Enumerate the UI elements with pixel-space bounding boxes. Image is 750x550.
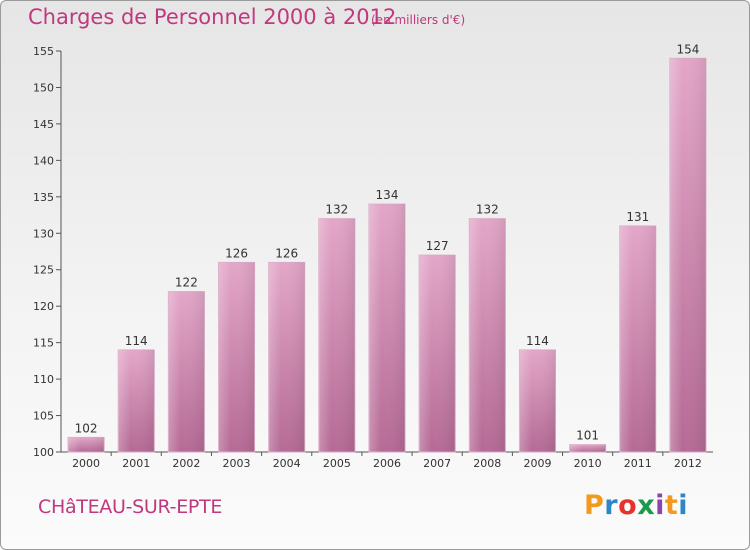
bar-highlight: [469, 218, 506, 452]
logo-letter: P: [584, 490, 605, 521]
x-tick-label: 2003: [223, 457, 251, 470]
bar-highlight: [569, 444, 606, 452]
bar-highlight: [669, 58, 706, 453]
y-tick-label: 120: [33, 300, 54, 313]
bar-value-label: 126: [225, 246, 248, 260]
bar-value-label: 131: [626, 210, 649, 224]
bar-highlight: [619, 225, 656, 452]
bar-highlight: [118, 349, 155, 452]
y-tick-label: 135: [33, 191, 54, 204]
bar-highlight: [218, 262, 255, 452]
x-tick-label: 2011: [624, 457, 652, 470]
y-tick-label: 110: [33, 373, 54, 386]
x-tick-label: 2004: [273, 457, 301, 470]
y-tick-label: 130: [33, 227, 54, 240]
bar-highlight: [369, 204, 405, 452]
x-tick-label: 2012: [674, 457, 702, 470]
bar-highlight: [168, 291, 205, 452]
bar-value-label: 154: [676, 42, 699, 56]
proxiti-logo: Proxiti: [584, 490, 688, 521]
x-tick-label: 2010: [574, 457, 602, 470]
bar-highlight: [318, 218, 355, 452]
bar-value-label: 114: [125, 334, 148, 348]
x-tick-label: 2000: [72, 457, 100, 470]
logo-letter: i: [655, 490, 665, 521]
logo-letter: x: [637, 490, 656, 521]
x-tick-label: 2001: [122, 457, 150, 470]
bar-value-label: 126: [275, 246, 298, 260]
bar-value-label: 134: [376, 188, 399, 202]
x-tick-label: 2008: [473, 457, 501, 470]
y-tick-label: 105: [33, 410, 54, 423]
x-tick-label: 2005: [323, 457, 351, 470]
chart-title: Charges de Personnel 2000 à 2012: [28, 5, 397, 29]
y-tick-label: 125: [33, 264, 54, 277]
bar-value-label: 127: [426, 239, 449, 253]
bar-value-label: 122: [175, 276, 198, 290]
bar-highlight: [419, 255, 456, 452]
town-name: CHâTEAU-SUR-EPTE: [38, 496, 223, 518]
bar-highlight: [68, 437, 105, 452]
y-tick-label: 150: [33, 81, 54, 94]
x-tick-label: 2006: [373, 457, 401, 470]
logo-letter: i: [678, 490, 689, 521]
y-tick-label: 145: [33, 118, 54, 131]
x-tick-label: 2009: [523, 457, 551, 470]
bar-value-label: 102: [75, 421, 98, 435]
logo-letter: r: [604, 490, 619, 521]
bar-highlight: [268, 262, 305, 452]
y-tick-label: 155: [33, 45, 54, 58]
y-tick-label: 100: [33, 446, 54, 459]
y-tick-label: 115: [33, 337, 54, 350]
bar-value-label: 132: [476, 203, 499, 217]
x-tick-label: 2007: [423, 457, 451, 470]
bar-value-label: 101: [576, 429, 599, 443]
bar-value-label: 132: [325, 203, 348, 217]
logo-letter: o: [618, 490, 638, 521]
logo-letter: t: [664, 490, 679, 521]
bar-value-label: 114: [526, 334, 549, 348]
y-tick-label: 140: [33, 154, 54, 167]
bar-highlight: [519, 349, 556, 452]
chart-subtitle: (en milliers d'€): [371, 13, 466, 27]
x-tick-label: 2002: [172, 457, 200, 470]
